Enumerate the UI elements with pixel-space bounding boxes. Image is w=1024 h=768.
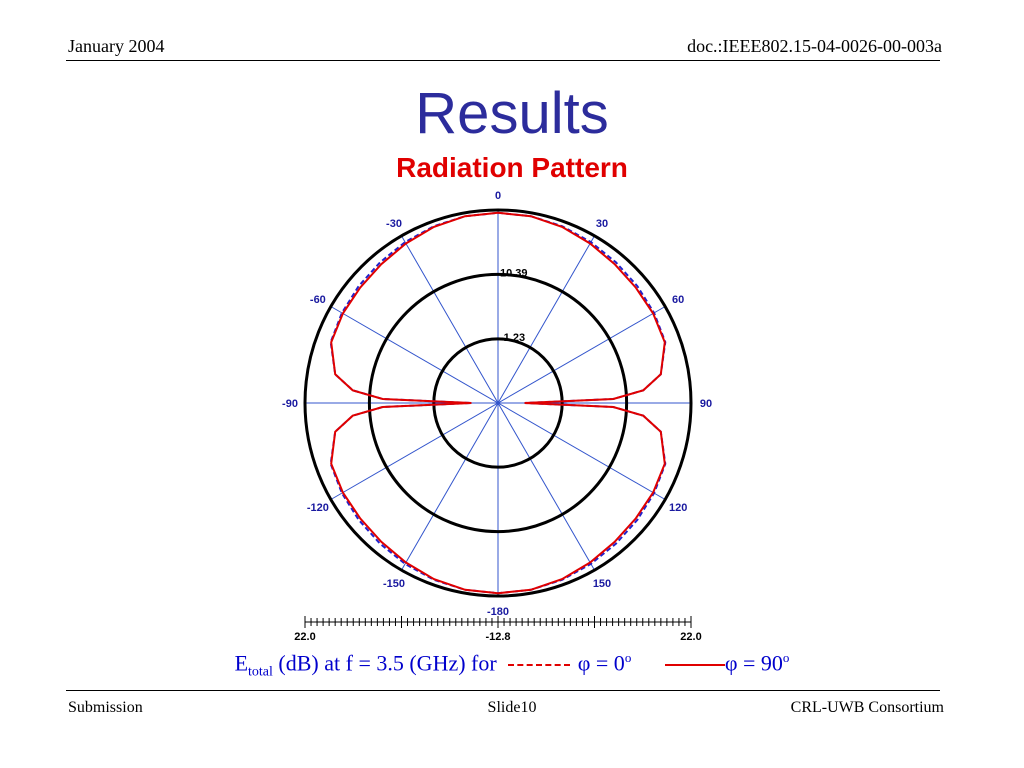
caption-quantity: E xyxy=(234,650,249,676)
scale-label-1: -12.8 xyxy=(485,631,510,643)
angle-label--120: -120 xyxy=(307,502,329,514)
header-date: January 2004 xyxy=(68,36,165,56)
series-1 xyxy=(330,211,666,595)
angle-label-60: 60 xyxy=(672,294,684,306)
legend-series1-sup: o xyxy=(782,650,790,665)
footer-slide-number: Slide10 xyxy=(487,699,537,716)
ring-label-1: -1.23 xyxy=(500,332,525,344)
angle-label--180: -180 xyxy=(487,606,509,618)
angle-label--60: -60 xyxy=(310,294,326,306)
caption-text: (dB) at f = 3.5 (GHz) for xyxy=(278,650,497,676)
ring-1 xyxy=(432,337,564,469)
scale-label-2: 22.0 xyxy=(680,631,701,643)
radial-scale-bar: 22.0 -12.8 22.0 xyxy=(294,616,702,643)
angle-label-30: 30 xyxy=(596,218,608,230)
chart-caption: Etotal (dB) at f = 3.5 (GHz) for φ = 0o … xyxy=(0,650,1024,681)
slide-subtitle: Radiation Pattern xyxy=(396,152,628,183)
angle-label-90: 90 xyxy=(700,398,712,410)
grid-spokes xyxy=(305,210,691,596)
footer-submission: Submission xyxy=(68,699,143,716)
caption-quantity-sub: total xyxy=(248,664,273,680)
ring-labels: 10.39 -1.23 xyxy=(500,267,528,343)
grid-rings xyxy=(303,208,693,598)
header-doc-id: doc.:IEEE802.15-04-0026-00-003a xyxy=(687,36,942,56)
series-layer xyxy=(329,211,667,595)
angle-labels: 0 30 60 90 120 150 -180 -150 -120 -90 -60 -30 xyxy=(282,190,712,618)
ring-0 xyxy=(367,272,629,534)
legend-series0-label: φ = 0 xyxy=(577,650,625,676)
footer-rule xyxy=(66,690,940,691)
legend-series0-sup: o xyxy=(624,650,632,665)
angle-label--30: -30 xyxy=(386,218,402,230)
angle-label--90: -90 xyxy=(282,398,298,410)
header-rule xyxy=(66,60,940,61)
slide-title: Results xyxy=(415,81,609,146)
scale-label-0: 22.0 xyxy=(294,631,315,643)
legend-dashed-line xyxy=(508,664,571,667)
ring-outer xyxy=(303,208,693,598)
legend-solid-line xyxy=(664,664,725,667)
angle-label-150: 150 xyxy=(593,578,611,590)
legend-series1-label: φ = 90 xyxy=(724,650,783,676)
footer-consortium: CRL-UWB Consortium xyxy=(790,699,944,716)
angle-label-120: 120 xyxy=(669,502,687,514)
angle-label-0: 0 xyxy=(495,190,501,202)
angle-label--150: -150 xyxy=(383,578,405,590)
ring-label-0: 10.39 xyxy=(500,267,528,279)
